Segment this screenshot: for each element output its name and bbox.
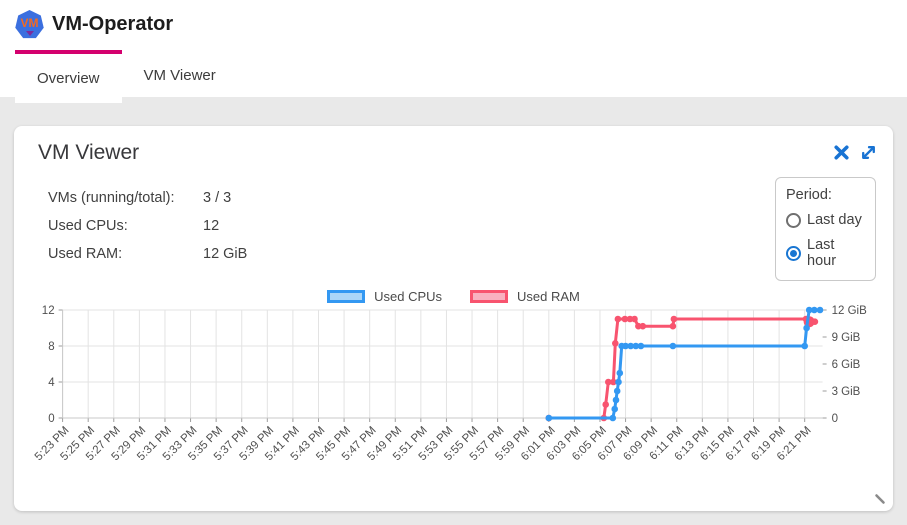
radio-icon-last-day[interactable]	[786, 212, 801, 228]
logo-caret-icon	[25, 31, 34, 36]
legend-label-used-ram: Used RAM	[517, 289, 580, 304]
stat-row-vms: VMs (running/total): 3 / 3	[48, 189, 247, 207]
svg-text:12 GiB: 12 GiB	[832, 305, 867, 317]
tab-vm-viewer[interactable]: VM Viewer	[122, 50, 238, 97]
svg-text:6 GiB: 6 GiB	[832, 359, 861, 371]
legend-swatch-used-ram	[470, 290, 509, 303]
stat-label-used-ram: Used RAM:	[48, 246, 123, 262]
period-option-last-hour[interactable]: Last hour	[786, 237, 865, 269]
period-option-last-day-label: Last day	[807, 212, 862, 228]
stat-row-used-ram: Used RAM: 12 GiB	[48, 245, 247, 263]
usage-chart: 5:23 PM5:25 PM5:27 PM5:29 PM5:31 PM5:33 …	[33, 305, 867, 463]
logo-vm-text: VM	[20, 16, 39, 30]
tab-overview-label: Overview	[37, 70, 100, 87]
stat-value-used-cpus: 12	[203, 218, 220, 234]
stat-label-vms: VMs (running/total):	[48, 190, 175, 206]
svg-text:4: 4	[48, 377, 55, 389]
legend-item-used-cpus[interactable]: Used CPUs	[327, 289, 442, 304]
close-icon[interactable]	[832, 143, 851, 162]
svg-text:0: 0	[832, 413, 838, 425]
stat-value-used-ram: 12 GiB	[203, 246, 248, 262]
stat-value-vms: 3 / 3	[203, 190, 232, 206]
period-option-last-hour-label: Last hour	[807, 237, 837, 269]
legend-item-used-ram[interactable]: Used RAM	[470, 289, 580, 304]
svg-text:3 GiB: 3 GiB	[832, 386, 861, 398]
stats-list: VMs (running/total): 3 / 3 Used CPUs: 12…	[48, 189, 247, 273]
app-header: VM VM-Operator	[0, 0, 907, 50]
tab-overview[interactable]: Overview	[15, 50, 122, 103]
vm-viewer-card: VM Viewer VMs (running/total): 3 / 3 Use…	[14, 126, 893, 511]
stat-label-used-cpus: Used CPUs:	[48, 218, 128, 234]
chart-legend: Used CPUs Used RAM	[14, 289, 893, 304]
stat-row-used-cpus: Used CPUs: 12	[48, 217, 247, 235]
svg-text:0: 0	[48, 413, 54, 425]
app-title: VM-Operator	[52, 13, 174, 35]
period-label: Period:	[786, 187, 832, 203]
resize-handle-icon[interactable]	[873, 492, 887, 506]
tab-vm-viewer-label: VM Viewer	[143, 67, 216, 84]
svg-text:9 GiB: 9 GiB	[832, 332, 861, 344]
legend-swatch-used-cpus	[327, 290, 366, 303]
tabbar: Overview VM Viewer	[0, 50, 907, 103]
app-logo-icon: VM	[15, 10, 44, 39]
expand-icon[interactable]	[859, 143, 878, 162]
card-title: VM Viewer	[38, 141, 140, 164]
svg-text:12: 12	[42, 305, 55, 317]
legend-label-used-cpus: Used CPUs	[374, 289, 443, 304]
svg-text:8: 8	[48, 341, 54, 353]
radio-icon-last-hour[interactable]	[786, 245, 801, 261]
period-option-last-day[interactable]: Last day	[786, 212, 865, 228]
period-fieldset: Period: Last day Last hour	[775, 177, 876, 281]
